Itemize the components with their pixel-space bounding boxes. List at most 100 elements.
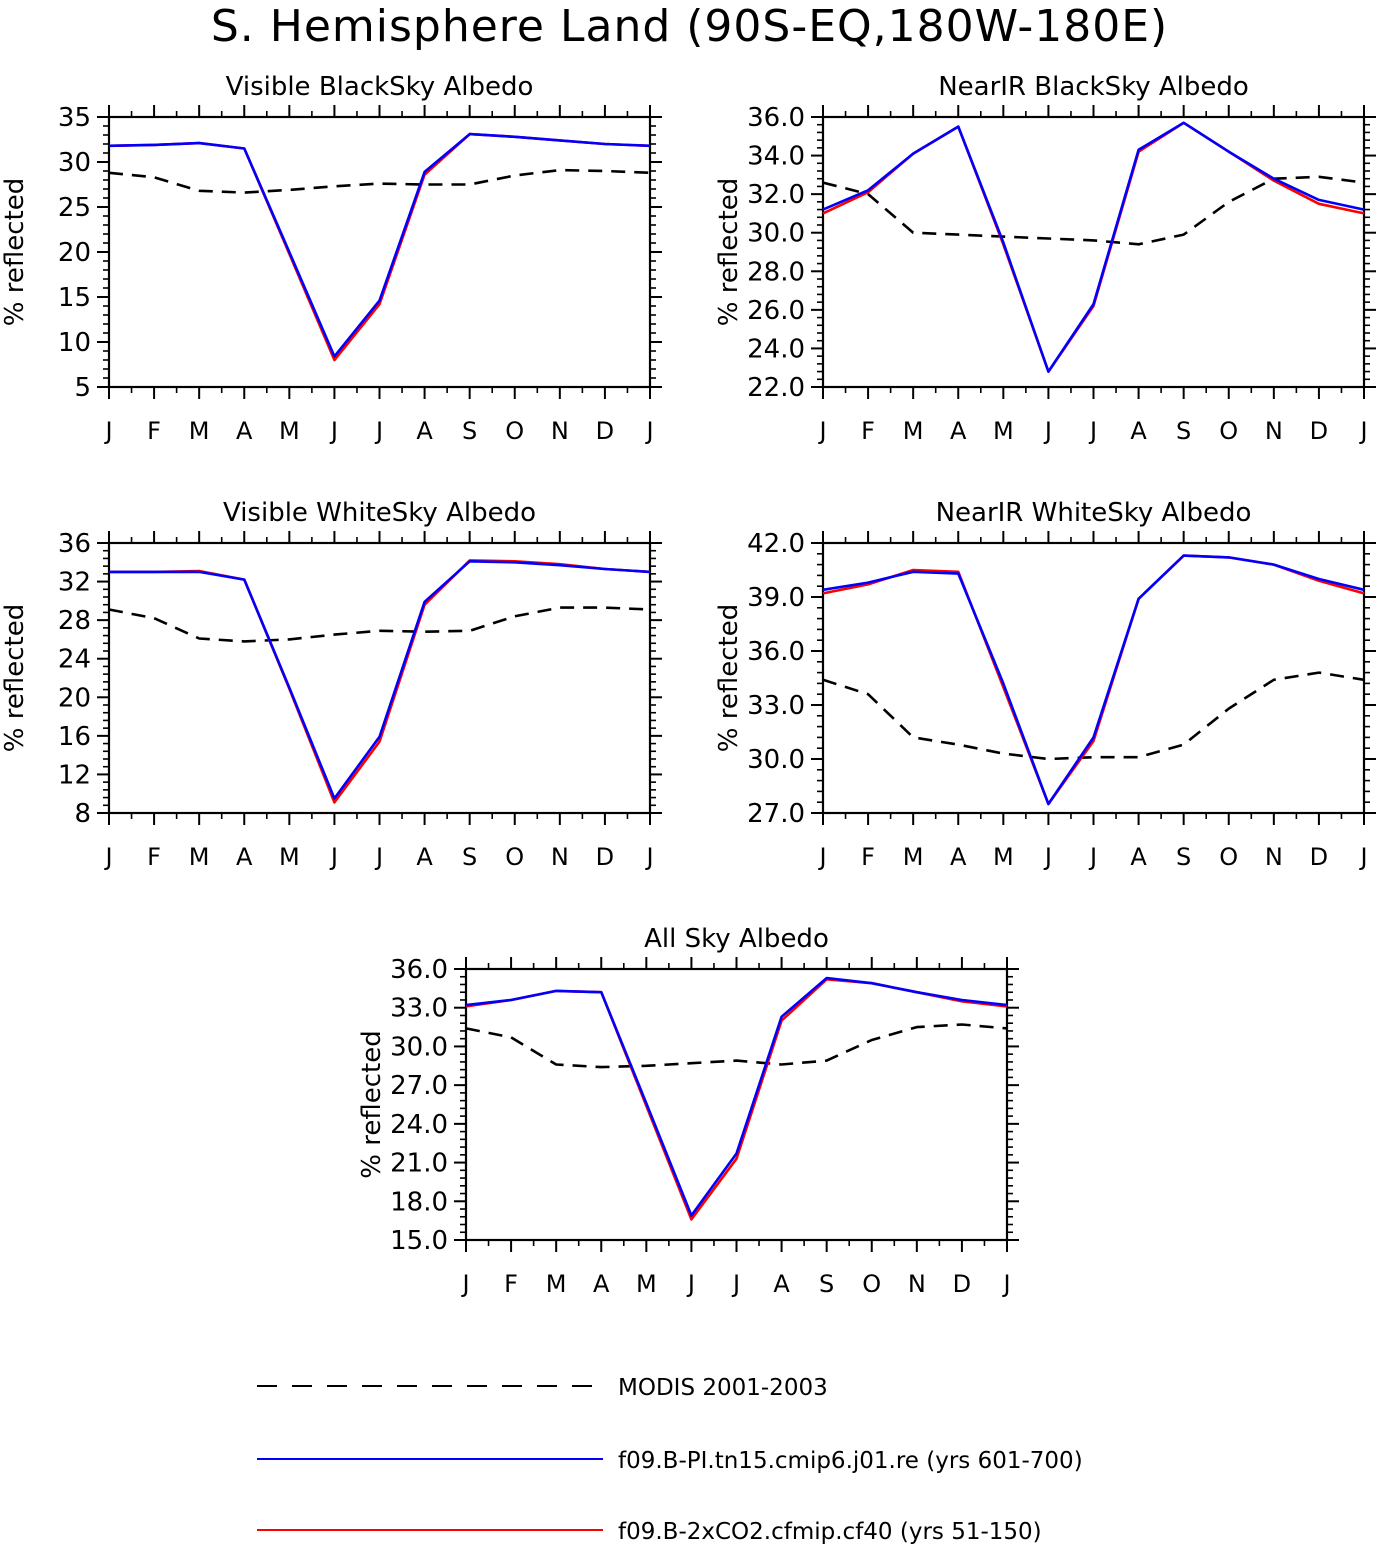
x-tick-label: N: [1265, 843, 1283, 871]
x-tick-label: F: [861, 417, 875, 445]
x-tick-label: J: [1088, 417, 1097, 445]
x-tick-label: A: [773, 1270, 790, 1298]
y-tick-label: 15: [58, 283, 91, 313]
x-tick-label: J: [1088, 843, 1097, 871]
x-tick-label: M: [993, 843, 1014, 871]
x-tick-label: A: [236, 843, 253, 871]
y-tick-label: 10: [58, 328, 91, 358]
plot-frame: [821, 115, 1366, 389]
y-tick-label: 24.0: [747, 334, 805, 364]
y-tick-label: 30.0: [747, 219, 805, 249]
x-tick-label: M: [189, 417, 210, 445]
x-tick-label: O: [862, 1270, 881, 1298]
x-tick-label: F: [147, 417, 161, 445]
chart-title: NearIR BlackSky Albedo: [938, 72, 1249, 102]
y-tick-label: 36.0: [747, 637, 805, 667]
x-tick-label: M: [279, 417, 300, 445]
y-axis-label: % reflected: [714, 178, 744, 326]
series-line-modis: [822, 671, 1365, 761]
y-tick-label: 32: [58, 568, 91, 598]
y-tick-label: 42.0: [747, 529, 805, 559]
plot-frame: [107, 115, 652, 389]
page-title: S. Hemisphere Land (90S-EQ,180W-180E): [210, 1, 1169, 52]
x-tick-label: A: [950, 843, 967, 871]
y-tick-label: 33.0: [747, 691, 805, 721]
x-tick-label: A: [593, 1270, 610, 1298]
y-tick-label: 33.0: [390, 994, 448, 1024]
y-tick-label: 32.0: [747, 180, 805, 210]
x-tick-label: J: [103, 843, 112, 871]
x-tick-label: J: [644, 417, 653, 445]
x-tick-label: J: [374, 843, 383, 871]
x-tick-label: O: [1219, 417, 1238, 445]
series-line-co2: [822, 554, 1365, 806]
x-tick-label: N: [551, 417, 569, 445]
x-tick-label: N: [1265, 417, 1283, 445]
y-tick-label: 34.0: [747, 142, 805, 172]
series-line-pi: [822, 554, 1365, 806]
x-tick-label: J: [731, 1270, 740, 1298]
x-tick-label: J: [329, 843, 338, 871]
x-tick-label: A: [1130, 417, 1147, 445]
x-tick-label: S: [819, 1270, 834, 1298]
y-axis-label: % reflected: [0, 604, 30, 752]
series-line-co2: [109, 559, 651, 804]
x-tick-label: J: [374, 417, 383, 445]
y-tick-label: 36: [58, 529, 91, 559]
y-axis-label: % reflected: [714, 604, 744, 752]
chart-title: All Sky Albedo: [644, 924, 829, 954]
series-line-modis: [108, 606, 651, 643]
x-tick-label: J: [1358, 843, 1367, 871]
x-tick-label: S: [462, 417, 477, 445]
y-tick-label: 27.0: [747, 799, 805, 829]
series-line-co2: [108, 132, 651, 362]
legend-label-co2: f09.B-2xCO2.cfmip.cf40 (yrs 51-150): [618, 1519, 1042, 1545]
y-tick-label: 25: [58, 193, 91, 223]
series-line-co2: [465, 977, 1008, 1221]
y-tick-label: 16: [58, 722, 91, 752]
x-tick-label: J: [1358, 417, 1367, 445]
y-tick-label: 12: [58, 760, 91, 790]
series-line-pi: [108, 132, 651, 358]
x-tick-label: J: [1043, 843, 1052, 871]
x-tick-label: J: [686, 1270, 695, 1298]
plot-frame: [107, 541, 652, 815]
y-tick-label: 22.0: [747, 373, 805, 403]
x-tick-label: J: [644, 843, 653, 871]
series-line-modis: [465, 1023, 1008, 1069]
x-tick-label: J: [1001, 1270, 1010, 1298]
x-tick-label: S: [1176, 843, 1191, 871]
y-tick-label: 28: [58, 606, 91, 636]
chart-title: NearIR WhiteSky Albedo: [936, 498, 1252, 528]
y-tick-label: 5: [74, 373, 91, 403]
y-tick-label: 24: [58, 645, 91, 675]
y-tick-label: 26.0: [747, 296, 805, 326]
legend-label-modis: MODIS 2001-2003: [618, 1375, 828, 1401]
y-tick-label: 30.0: [747, 745, 805, 775]
x-tick-label: M: [636, 1270, 657, 1298]
x-tick-label: N: [908, 1270, 926, 1298]
y-tick-label: 27.0: [390, 1071, 448, 1101]
plot-frame: [821, 541, 1366, 815]
y-tick-label: 20: [58, 683, 91, 713]
series-line-pi: [109, 559, 651, 800]
y-tick-label: 28.0: [747, 257, 805, 287]
x-tick-label: O: [1219, 843, 1238, 871]
y-tick-label: 18.0: [390, 1187, 448, 1217]
x-tick-label: M: [546, 1270, 567, 1298]
x-tick-label: J: [1043, 417, 1052, 445]
y-tick-label: 24.0: [390, 1110, 448, 1140]
x-tick-label: M: [903, 843, 924, 871]
x-tick-label: M: [993, 417, 1014, 445]
series-line-pi: [822, 121, 1365, 373]
x-tick-label: M: [189, 843, 210, 871]
chart-title: Visible BlackSky Albedo: [226, 72, 534, 102]
x-tick-label: D: [953, 1270, 971, 1298]
y-tick-label: 8: [74, 799, 91, 829]
y-tick-label: 20: [58, 238, 91, 268]
